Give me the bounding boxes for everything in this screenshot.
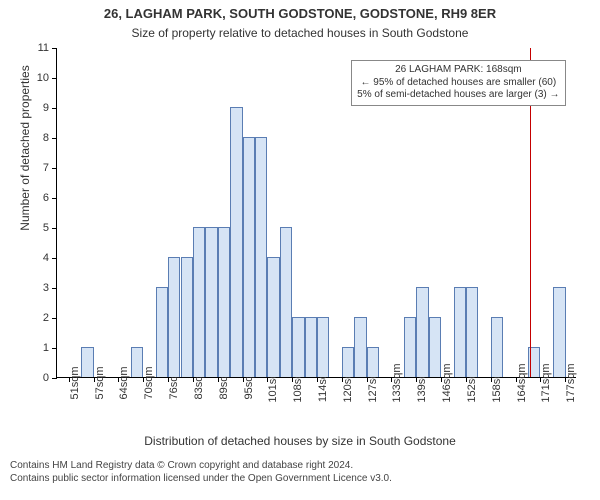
histogram-bar bbox=[317, 317, 329, 377]
footer-line2: Contains public sector information licen… bbox=[10, 473, 392, 486]
ytick-label: 10 bbox=[37, 72, 49, 84]
x-axis-label: Distribution of detached houses by size … bbox=[0, 434, 600, 448]
chart-title-line2: Size of property relative to detached ho… bbox=[0, 26, 600, 40]
ytick-label: 5 bbox=[43, 222, 49, 234]
ytick-label: 2 bbox=[43, 312, 49, 324]
histogram-bar bbox=[491, 317, 503, 377]
xtick-label: 164sqm bbox=[516, 363, 528, 402]
histogram-bar bbox=[156, 287, 168, 377]
plot-area: 0123456789101151sqm57sqm64sqm70sqm76sqm8… bbox=[56, 48, 576, 378]
ytick-mark bbox=[52, 258, 57, 259]
histogram-bar bbox=[305, 317, 317, 377]
chart-container: 26, LAGHAM PARK, SOUTH GODSTONE, GODSTON… bbox=[0, 0, 600, 500]
histogram-bar bbox=[404, 317, 416, 377]
ytick-mark bbox=[52, 198, 57, 199]
ytick-label: 0 bbox=[43, 372, 49, 384]
ytick-mark bbox=[52, 228, 57, 229]
histogram-bar bbox=[416, 287, 428, 377]
footer-attribution: Contains HM Land Registry data © Crown c… bbox=[10, 458, 392, 485]
xtick-label: 70sqm bbox=[143, 366, 155, 399]
ytick-mark bbox=[52, 318, 57, 319]
xtick-label: 146sqm bbox=[441, 363, 453, 402]
histogram-bar bbox=[367, 347, 379, 377]
annotation-line: 5% of semi-detached houses are larger (3… bbox=[357, 89, 559, 102]
xtick-label: 51sqm bbox=[69, 366, 81, 399]
xtick-label: 64sqm bbox=[118, 366, 130, 399]
ytick-label: 9 bbox=[43, 102, 49, 114]
ytick-label: 1 bbox=[43, 342, 49, 354]
histogram-bar bbox=[429, 317, 441, 377]
ytick-label: 7 bbox=[43, 162, 49, 174]
footer-line1: Contains HM Land Registry data © Crown c… bbox=[10, 460, 392, 473]
histogram-bar bbox=[205, 227, 217, 377]
ytick-mark bbox=[52, 78, 57, 79]
ytick-mark bbox=[52, 108, 57, 109]
annotation-line: 26 LAGHAM PARK: 168sqm bbox=[357, 64, 559, 77]
histogram-bar bbox=[292, 317, 304, 377]
ytick-mark bbox=[52, 48, 57, 49]
xtick-label: 171sqm bbox=[540, 363, 552, 402]
histogram-bar bbox=[255, 137, 267, 377]
y-axis-label: Number of detached properties bbox=[18, 0, 32, 313]
xtick-label: 133sqm bbox=[391, 363, 403, 402]
ytick-label: 6 bbox=[43, 192, 49, 204]
histogram-bar bbox=[181, 257, 193, 377]
histogram-bar bbox=[454, 287, 466, 377]
ytick-mark bbox=[52, 168, 57, 169]
xtick-label: 177sqm bbox=[565, 363, 577, 402]
histogram-bar bbox=[267, 257, 279, 377]
property-annotation: 26 LAGHAM PARK: 168sqm← 95% of detached … bbox=[351, 60, 565, 106]
xtick-label: 57sqm bbox=[94, 366, 106, 399]
ytick-mark bbox=[52, 138, 57, 139]
ytick-mark bbox=[52, 348, 57, 349]
histogram-bar bbox=[466, 287, 478, 377]
ytick-mark bbox=[52, 378, 57, 379]
ytick-mark bbox=[52, 288, 57, 289]
histogram-bar bbox=[168, 257, 180, 377]
histogram-bar bbox=[553, 287, 565, 377]
histogram-bar bbox=[230, 107, 242, 377]
histogram-bar bbox=[131, 347, 143, 377]
histogram-bar bbox=[243, 137, 255, 377]
ytick-label: 11 bbox=[38, 42, 49, 54]
annotation-line: ← 95% of detached houses are smaller (60… bbox=[357, 77, 559, 90]
histogram-bar bbox=[218, 227, 230, 377]
histogram-bar bbox=[342, 347, 354, 377]
ytick-label: 4 bbox=[43, 252, 49, 264]
histogram-bar bbox=[280, 227, 292, 377]
histogram-bar bbox=[354, 317, 366, 377]
chart-title-line1: 26, LAGHAM PARK, SOUTH GODSTONE, GODSTON… bbox=[0, 6, 600, 21]
histogram-bar bbox=[193, 227, 205, 377]
ytick-label: 8 bbox=[43, 132, 49, 144]
histogram-bar bbox=[81, 347, 93, 377]
ytick-label: 3 bbox=[43, 282, 49, 294]
